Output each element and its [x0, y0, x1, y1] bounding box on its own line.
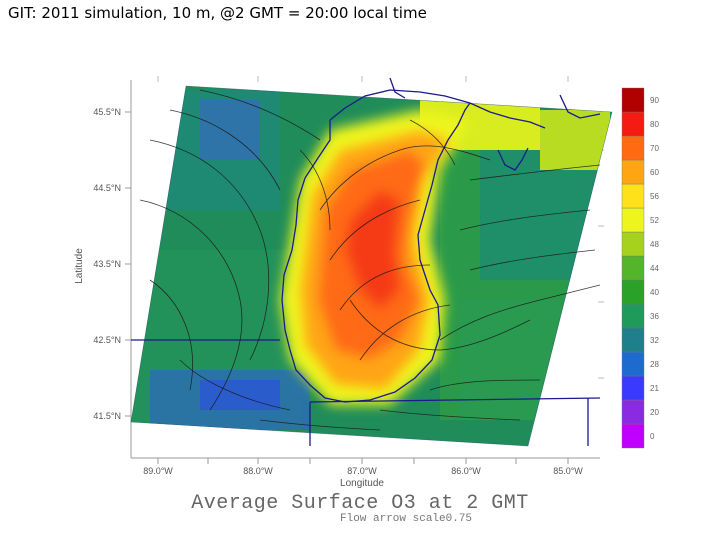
lat-tick-label: 44.5°N	[93, 183, 121, 193]
colorbar-label: 44	[650, 264, 659, 273]
ozone-field	[131, 86, 612, 446]
lon-tick-label: 87.0°W	[347, 466, 377, 476]
colorbar-label: 56	[650, 192, 659, 201]
colorbar-swatch	[621, 183, 645, 209]
coastline	[131, 77, 601, 446]
colorbar-swatch	[621, 279, 645, 305]
colorbar-swatch	[621, 399, 645, 425]
map-title: Average Surface O3 at 2 GMT	[191, 492, 529, 515]
colorbar-label: 0	[650, 432, 655, 441]
lat-tick-label: 45.5°N	[93, 107, 121, 117]
colorbar-swatch	[621, 423, 645, 449]
axes-frame	[130, 80, 600, 459]
colorbar-label: 36	[650, 312, 659, 321]
colorbar-swatch	[621, 159, 645, 185]
colorbar-swatch	[621, 135, 645, 161]
x-axis-label: Longitude	[340, 478, 384, 489]
colorbar: 0 20 21 28 32 36 40 44 48 52 56 60 70 80 90	[621, 87, 659, 449]
lon-tick-label: 89.0°W	[143, 466, 173, 476]
colorbar-label: 40	[650, 288, 659, 297]
lon-tick-label: 86.0°W	[451, 466, 481, 476]
colorbar-label: 52	[650, 216, 659, 225]
colorbar-swatch	[621, 303, 645, 329]
lat-tick-label: 42.5°N	[93, 335, 121, 345]
lon-ticks	[157, 458, 569, 464]
colorbar-swatch	[621, 255, 645, 281]
colorbar-swatch	[621, 375, 645, 401]
colorbar-label: 32	[650, 336, 659, 345]
colorbar-label: 60	[650, 168, 659, 177]
colorbar-label: 70	[650, 144, 659, 153]
y-axis-label: Latitude	[74, 248, 85, 284]
lon-tick-label: 88.0°W	[243, 466, 273, 476]
colorbar-label: 21	[650, 384, 659, 393]
lon-tick-label: 85.0°W	[553, 466, 583, 476]
flow-streamlines	[139, 89, 601, 431]
colorbar-label: 20	[650, 408, 659, 417]
colorbar-label: 80	[650, 120, 659, 129]
lat-tick-label: 41.5°N	[93, 411, 121, 421]
colorbar-swatch	[621, 111, 645, 137]
colorbar-swatch	[621, 231, 645, 257]
lat-tick-labels: 45.5°N 44.5°N 43.5°N 42.5°N 41.5°N	[93, 107, 121, 421]
colorbar-swatch	[621, 207, 645, 233]
colorbar-label: 28	[650, 360, 659, 369]
map-subtitle: Flow arrow scale0.75	[340, 513, 473, 525]
slide-title: GIT: 2011 simulation, 10 m, @2 GMT = 20:…	[8, 4, 427, 22]
lat-tick-label: 43.5°N	[93, 259, 121, 269]
lon-tick-labels: 89.0°W 88.0°W 87.0°W 86.0°W 85.0°W	[143, 466, 583, 476]
colorbar-swatch	[621, 327, 645, 353]
colorbar-label: 90	[650, 96, 659, 105]
lat-ticks	[125, 111, 131, 417]
colorbar-swatch	[621, 87, 645, 113]
colorbar-label: 48	[650, 240, 659, 249]
colorbar-swatch	[621, 351, 645, 377]
